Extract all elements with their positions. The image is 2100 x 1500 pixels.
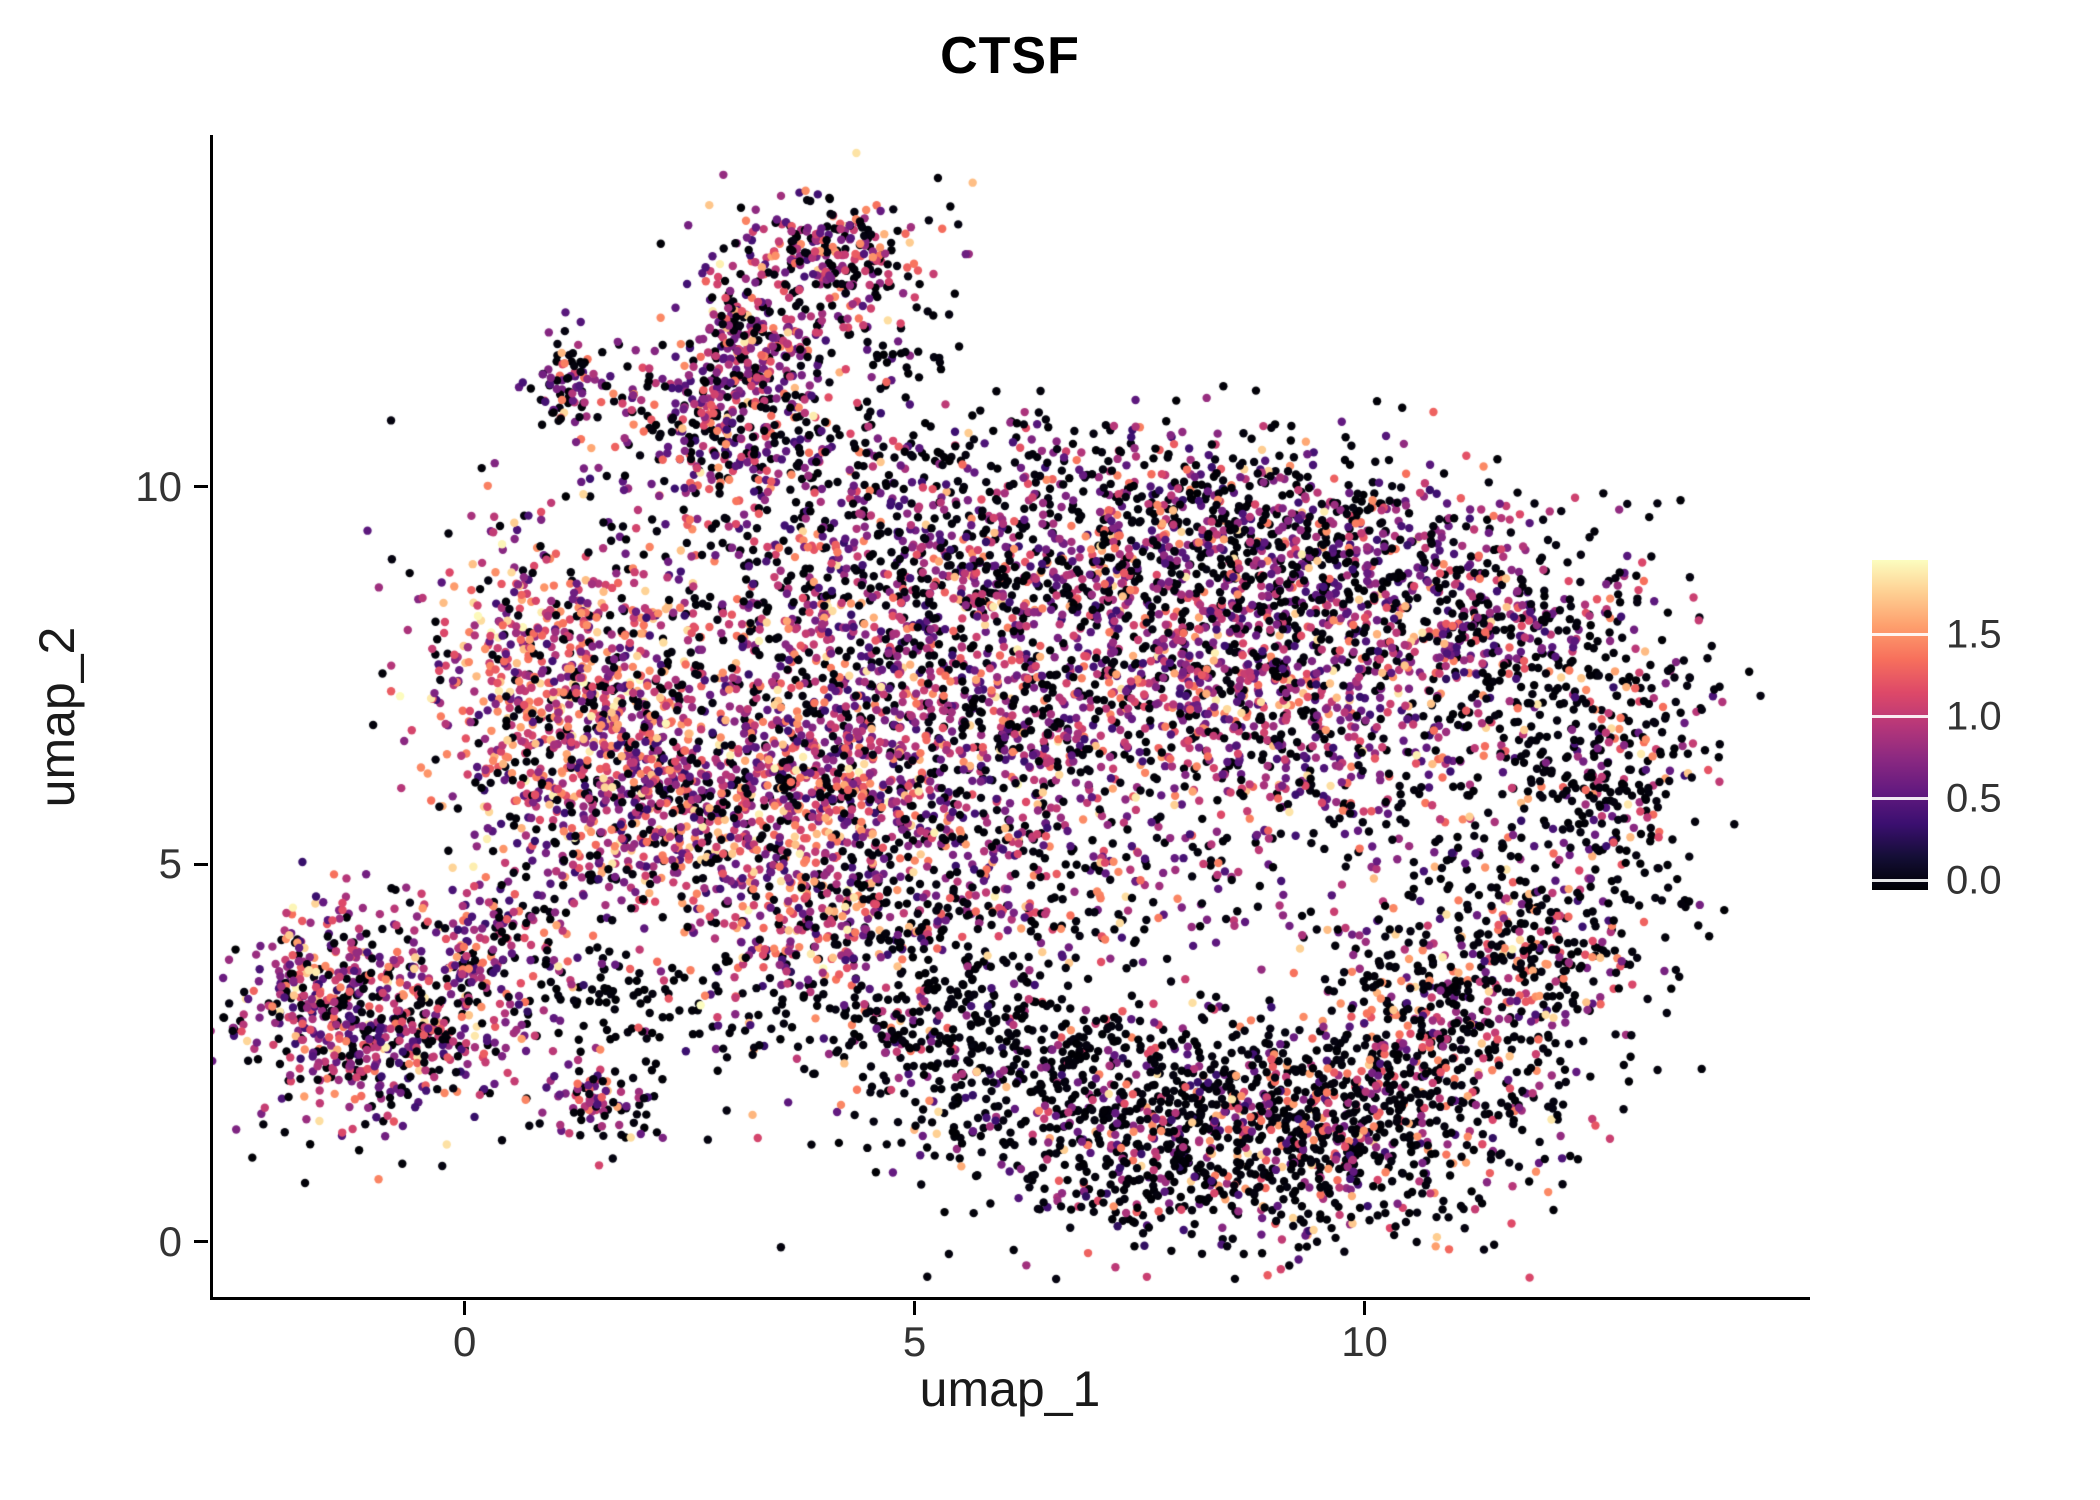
y-tick-label: 0 [158,1217,182,1265]
y-tick-mark [194,862,208,866]
plot-panel [210,135,1813,1300]
x-tick-label: 10 [1341,1318,1388,1365]
y-tick-mark [194,1240,208,1244]
colorbar-tick [1872,633,1928,637]
colorbar-gradient [1872,560,1928,890]
colorbar-tick-label: 0.5 [1946,776,2002,821]
x-axis-label: umap_1 [919,1361,1101,1417]
colorbar-tick-label: 0.0 [1946,858,2002,903]
colorbar-tick-label: 1.5 [1946,612,2002,657]
colorbar-tick [1872,879,1928,883]
y-axis-label: umap_2 [29,626,85,808]
colorbar-tick [1872,797,1928,801]
x-tick-mark [913,1301,917,1315]
scatter-points-canvas [213,135,1813,1300]
plot-title: CTSF [940,27,1080,85]
y-tick-label: 10 [135,462,182,510]
x-tick-label: 0 [452,1318,477,1365]
colorbar-tick-label: 1.0 [1946,694,2002,739]
y-tick-label: 5 [158,840,182,888]
x-tick-label: 5 [902,1318,927,1365]
y-tick-mark [194,485,208,489]
x-tick-mark [1363,1301,1367,1315]
colorbar-tick [1872,715,1928,719]
x-tick-mark [463,1301,467,1315]
